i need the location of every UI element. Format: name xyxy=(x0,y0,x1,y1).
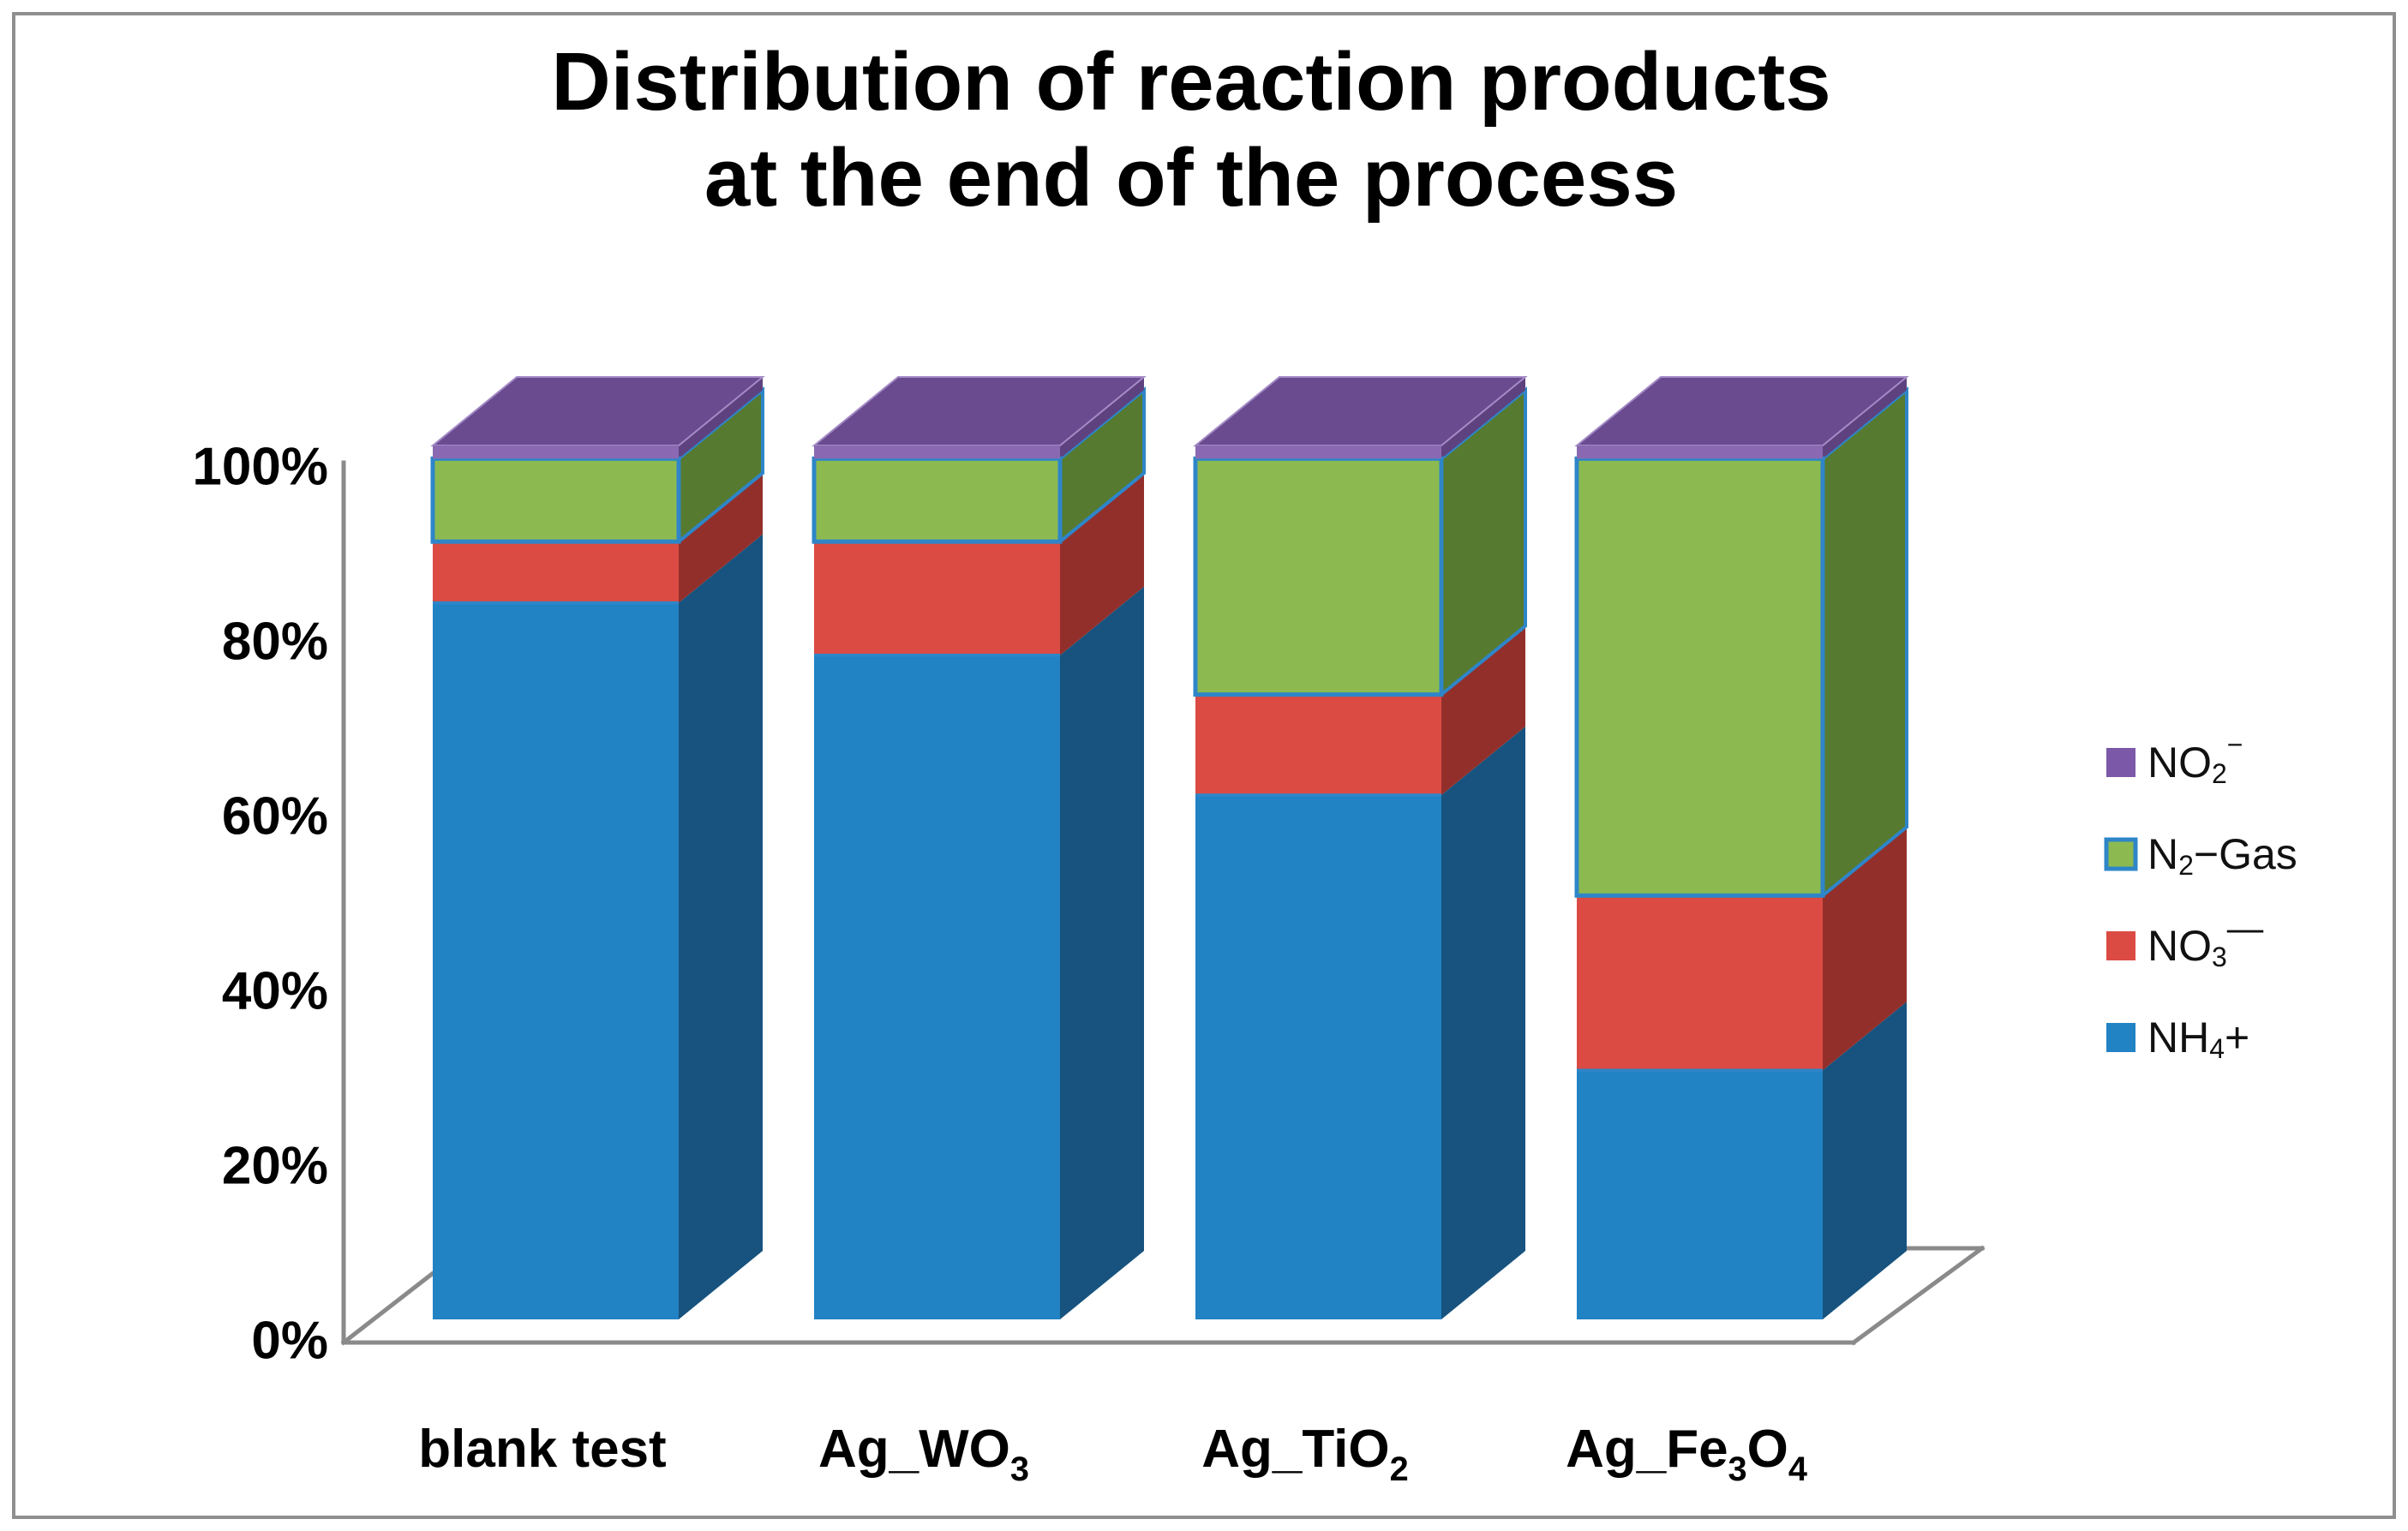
y-tick-80: 80% xyxy=(222,613,328,672)
bar-segment-NO3-Ag_WO3 xyxy=(814,541,1060,655)
bar-side-NO2 xyxy=(1441,377,1525,459)
y-tick-0: 0% xyxy=(251,1312,328,1371)
bar-side-NH4+ xyxy=(1060,586,1144,1319)
bar-segment-NH4+-Ag_WO3 xyxy=(814,655,1060,1319)
bar-Ag_WO3 xyxy=(812,376,1147,1319)
axis-lines xyxy=(340,460,1986,1346)
bar-segment-NO2-Ag_WO3 xyxy=(814,446,1060,459)
legend-item-N2Gas: N2−Gas xyxy=(2104,830,2297,881)
chart-title-line1: Distribution of reaction products xyxy=(551,36,1830,128)
bar-segment-N2Gas-Ag_TiO2 xyxy=(1193,456,1444,697)
bar-segment-N2Gas-Ag_Fe3O4 xyxy=(1574,456,1825,898)
bar-side-NO3 xyxy=(679,473,763,603)
y-tick-100: 100% xyxy=(192,438,328,497)
bar-segment-NH4+-Ag_TiO2 xyxy=(1195,795,1441,1319)
x-axis-label-blanktest: blank test xyxy=(418,1420,666,1479)
bar-side-NH4+ xyxy=(679,534,763,1319)
legend-item-NO2: NO2− xyxy=(2106,729,2243,789)
chart-title-line2: at the end of the process xyxy=(704,132,1678,224)
bar-Ag_TiO2 xyxy=(1193,376,1528,1319)
floor-left-diagonal xyxy=(340,1271,435,1346)
bar-segment-NO2-Ag_Fe3O4 xyxy=(1577,446,1823,459)
bar-side-NH4+ xyxy=(1441,727,1525,1319)
x-axis-label-Ag_TiO2: Ag_TiO2 xyxy=(1201,1420,1408,1488)
bar-segment-N2Gas-blanktest xyxy=(430,456,681,544)
y-tick-20: 20% xyxy=(222,1137,328,1196)
bar-segment-NO3-Ag_Fe3O4 xyxy=(1577,895,1823,1071)
y-tick-60: 60% xyxy=(222,787,328,846)
legend: NO2− N2−Gas NO3— NH4+ xyxy=(2104,729,2297,1064)
bar-side-NH4+ xyxy=(1823,1002,1907,1319)
x-axis-labels: blank test Ag_WO3 Ag_TiO2 Ag_Fe3O4 xyxy=(418,1420,1807,1488)
legend-item-NO3: NO3— xyxy=(2106,909,2264,973)
bar-side-NO3 xyxy=(1823,827,1907,1071)
bar-segment-NH4+-Ag_Fe3O4 xyxy=(1577,1070,1823,1319)
bar-segment-NO2-blanktest xyxy=(433,446,679,459)
legend-label-NH4+: NH4+ xyxy=(2147,1014,2249,1064)
bar-blanktest xyxy=(430,376,765,1319)
floor-right-diagonal xyxy=(1850,1245,1986,1346)
y-tick-40: 40% xyxy=(222,962,328,1021)
x-axis-label-Ag_Fe3O4: Ag_Fe3O4 xyxy=(1566,1420,1807,1488)
figure-border xyxy=(12,12,2396,1519)
legend-item-NH4+: NH4+ xyxy=(2106,1014,2249,1064)
x-axis-label-Ag_WO3: Ag_WO3 xyxy=(818,1420,1029,1488)
bar-side-NO2 xyxy=(1823,377,1907,459)
bar-segment-N2Gas-Ag_WO3 xyxy=(812,456,1063,544)
legend-label-N2Gas: N2−Gas xyxy=(2147,830,2297,881)
legend-label-NO2: NO2− xyxy=(2147,729,2243,789)
bar-segment-NO3-blanktest xyxy=(433,541,679,603)
y-axis-tick-labels: 0% 20% 40% 60% 80% 100% xyxy=(192,438,328,1371)
legend-swatch-NO3 xyxy=(2106,931,2135,960)
bars xyxy=(430,376,1909,1319)
bar-side-N2Gas xyxy=(1821,386,1908,900)
bar-Ag_Fe3O4 xyxy=(1574,376,1909,1319)
bar-segment-NO3-Ag_TiO2 xyxy=(1195,694,1441,795)
bar-segment-NO2-Ag_TiO2 xyxy=(1195,446,1441,459)
bar-side-NO2 xyxy=(1060,377,1144,459)
legend-label-NO3: NO3— xyxy=(2147,909,2264,973)
legend-swatch-NH4+ xyxy=(2106,1023,2135,1052)
bar-side-NO3 xyxy=(1060,473,1144,655)
bar-segment-NH4+-blanktest xyxy=(433,602,679,1319)
legend-swatch-N2Gas xyxy=(2104,837,2138,871)
legend-swatch-NO2 xyxy=(2106,748,2135,777)
bar-side-NO3 xyxy=(1441,625,1525,795)
bar-side-NO2 xyxy=(679,377,763,459)
